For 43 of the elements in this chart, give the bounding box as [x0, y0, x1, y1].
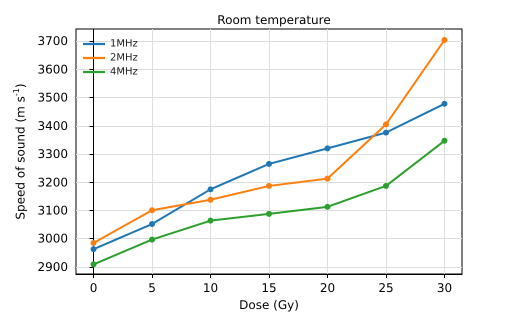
y-tick-label: 3500: [37, 90, 68, 105]
y-tick-label: 3200: [37, 175, 68, 190]
point: [324, 176, 330, 182]
y-tick-label: 3700: [37, 34, 68, 48]
point: [441, 37, 448, 44]
point: [149, 221, 156, 228]
x-tick-label: 25: [378, 281, 394, 295]
y-tick-label: 3000: [37, 232, 68, 246]
y-tick-label: 3600: [37, 62, 68, 76]
point: [382, 121, 389, 128]
point: [208, 218, 214, 224]
point: [382, 130, 389, 136]
point: [324, 145, 330, 152]
point: [90, 246, 97, 252]
point: [149, 236, 156, 243]
y-tick-label: 3400: [37, 118, 68, 133]
y-tick-label: 3300: [37, 147, 68, 162]
point: [266, 182, 272, 189]
legend-label: 4MHz: [110, 66, 138, 78]
point: [90, 261, 97, 268]
point: [266, 160, 272, 167]
x-tick-label: 15: [261, 281, 277, 295]
x-tick-label: 30: [436, 281, 452, 295]
x-tick-label: 0: [90, 281, 98, 295]
point: [90, 240, 97, 246]
point: [441, 100, 448, 107]
x-axis-title: Dose (Gy): [239, 298, 299, 312]
point: [208, 196, 214, 203]
x-tick-label: 10: [202, 281, 218, 295]
chart-title: Room temperature: [217, 13, 331, 27]
y-axis-title: Speed of sound (m s-1): [12, 83, 28, 220]
point: [208, 186, 214, 192]
x-tick-label: 20: [320, 281, 336, 295]
legend-label: 1MHz: [110, 38, 138, 50]
legend-label: 2MHz: [110, 52, 138, 64]
y-tick-label: 2900: [37, 260, 68, 274]
x-tick-label: 5: [148, 281, 156, 295]
point: [266, 210, 272, 217]
y-tick-label: 3100: [37, 203, 68, 218]
point: [382, 182, 389, 189]
point: [149, 207, 156, 214]
point: [324, 204, 330, 210]
point: [441, 138, 448, 144]
